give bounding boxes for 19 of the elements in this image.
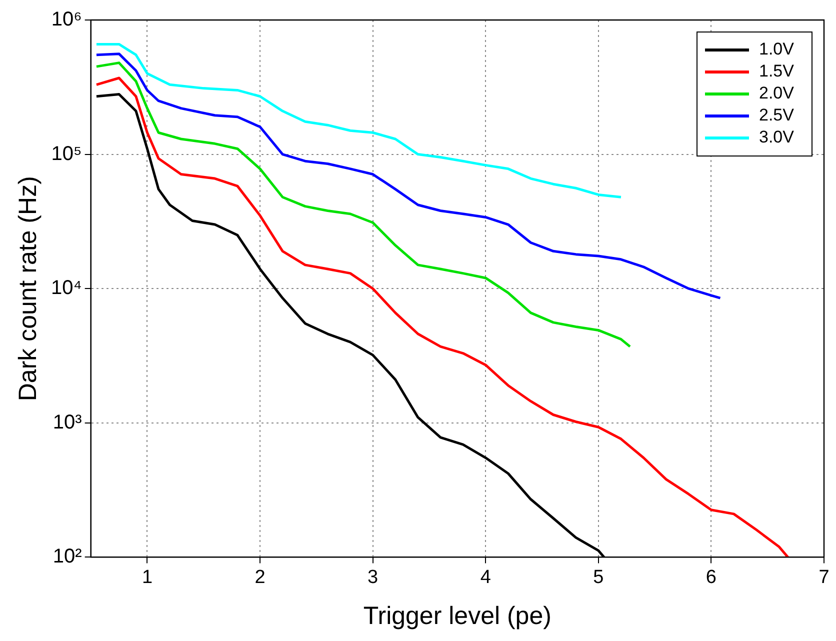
y-tick-label: 10⁴ [50, 277, 82, 300]
x-tick-label: 6 [706, 566, 716, 588]
legend-label: 1.5V [759, 62, 795, 81]
x-tick-label: 3 [368, 566, 378, 588]
x-tick-label: 5 [593, 566, 604, 588]
y-tick-label: 10⁶ [51, 8, 82, 31]
x-axis-title: Trigger level (pe) [363, 602, 552, 630]
y-tick-label: 10³ [52, 411, 82, 434]
legend-label: 1.0V [759, 40, 795, 59]
x-tick-label: 1 [142, 566, 153, 588]
x-tick-label: 2 [254, 566, 266, 588]
legend-label: 2.5V [759, 106, 795, 125]
y-tick-label: 10⁵ [51, 142, 82, 165]
x-tick-label: 4 [480, 566, 492, 588]
x-tick-label: 7 [818, 566, 830, 588]
y-tick-label: 10² [52, 546, 82, 568]
y-axis-title: Dark count rate (Hz) [14, 176, 42, 402]
legend-label: 3.0V [759, 128, 795, 147]
legend-label: 2.0V [759, 84, 795, 103]
